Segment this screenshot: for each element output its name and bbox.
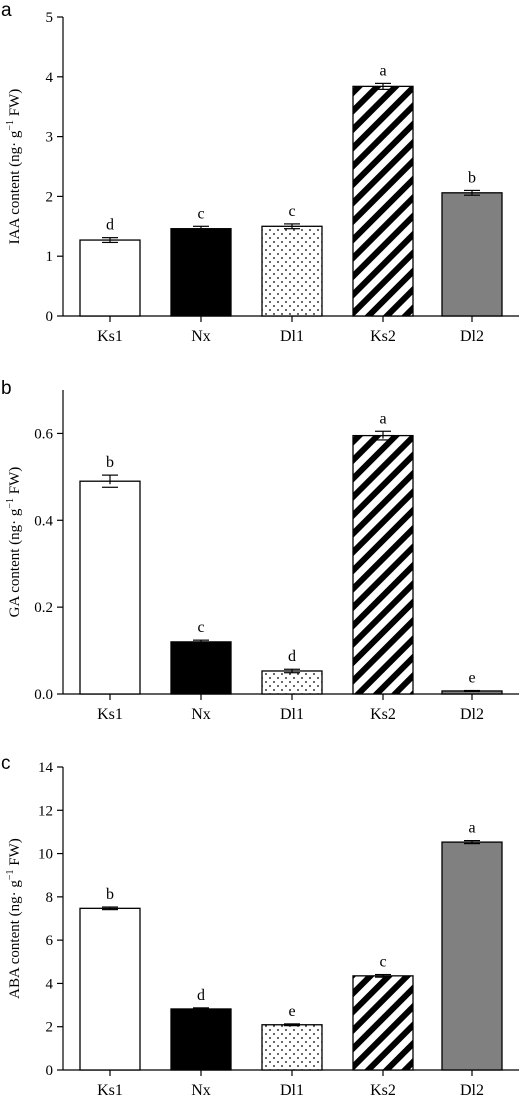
- panel-letter: b: [1, 378, 12, 399]
- y-tick-label: 5: [46, 10, 54, 26]
- significance-label: b: [106, 454, 114, 471]
- y-tick-label: 0.4: [34, 513, 53, 529]
- y-tick-label: 0: [46, 1063, 54, 1079]
- y-axis-label: GA content (ng· g−1 FW): [5, 467, 23, 618]
- bar-nx: [170, 641, 232, 695]
- y-axis-label: ABA content (ng· g−1 FW): [5, 838, 23, 999]
- significance-label: b: [468, 169, 476, 186]
- significance-label: e: [288, 1003, 295, 1020]
- significance-label: d: [106, 217, 114, 234]
- y-tick-label: 2: [46, 1020, 54, 1036]
- significance-label: d: [288, 648, 296, 665]
- significance-label: c: [197, 619, 204, 636]
- x-tick-label: Nx: [191, 1082, 211, 1096]
- bar-ks2: [352, 85, 414, 317]
- bar-ks2: [352, 434, 414, 695]
- y-tick-label: 12: [38, 803, 53, 819]
- x-tick-label: Dl1: [280, 706, 304, 723]
- x-tick-label: Ks2: [370, 328, 396, 345]
- y-tick-label: 0: [46, 309, 54, 325]
- x-tick-label: Ks1: [97, 706, 123, 723]
- bar-dl2: [441, 192, 503, 317]
- y-tick-label: 3: [46, 130, 54, 146]
- y-tick-label: 4: [46, 70, 54, 86]
- significance-label: a: [379, 410, 386, 427]
- bar-ks1: [79, 907, 141, 1071]
- x-tick-label: Nx: [191, 706, 211, 723]
- x-tick-label: Ks2: [370, 1082, 396, 1096]
- y-tick-label: 4: [46, 976, 54, 992]
- y-tick-label: 10: [38, 847, 53, 863]
- bar-dl1: [261, 1024, 323, 1071]
- y-tick-label: 8: [46, 890, 54, 906]
- significance-label: a: [468, 820, 475, 837]
- y-tick-label: 0.2: [34, 600, 53, 616]
- bar-dl1: [261, 225, 323, 317]
- bar-ks1: [79, 480, 141, 695]
- y-tick-label: 1: [46, 249, 54, 265]
- chart-panel-c: c 0 2 4 6 8 10 12 14 ABA content (ng· g−1 FW) b Ks1…: [1, 753, 519, 1096]
- x-tick-label: Dl1: [280, 1082, 304, 1096]
- y-tick-label: 14: [38, 760, 54, 776]
- significance-label: c: [379, 954, 386, 971]
- y-tick-label: 0.0: [34, 687, 53, 703]
- x-tick-label: Dl1: [280, 328, 304, 345]
- bar-ks1: [79, 239, 141, 317]
- significance-label: c: [288, 203, 295, 220]
- x-tick-label: Dl2: [460, 328, 484, 345]
- chart-panel-a: a 0 1 2 3 4 5 IAA content (ng· g−1 FW) d Ks1 c Nx c D…: [1, 0, 519, 345]
- significance-label: a: [379, 62, 386, 79]
- panel-letter: a: [1, 0, 12, 21]
- significance-label: c: [197, 205, 204, 222]
- bar-nx: [170, 228, 232, 317]
- significance-label: b: [106, 886, 114, 903]
- y-tick-label: 0.6: [34, 426, 53, 442]
- chart-panel-b: b 0.0 0.2 0.4 0.6 GA content (ng· g−1 FW) b Ks1…: [1, 378, 519, 723]
- x-tick-label: Ks2: [370, 706, 396, 723]
- y-tick-label: 2: [46, 189, 54, 205]
- x-tick-label: Dl2: [460, 706, 484, 723]
- x-tick-label: Ks1: [97, 1082, 123, 1096]
- x-tick-label: Nx: [191, 328, 211, 345]
- bar-dl2: [441, 841, 503, 1071]
- bar-ks2: [352, 975, 414, 1071]
- y-axis-label: IAA content (ng· g−1 FW): [5, 89, 23, 245]
- panel-letter: c: [1, 753, 11, 774]
- significance-label: d: [197, 987, 205, 1004]
- bar-dl1: [261, 670, 323, 695]
- significance-label: e: [468, 670, 475, 687]
- bar-nx: [170, 1008, 232, 1071]
- x-tick-label: Dl2: [460, 1082, 484, 1096]
- x-tick-label: Ks1: [97, 328, 123, 345]
- y-tick-label: 6: [46, 933, 54, 949]
